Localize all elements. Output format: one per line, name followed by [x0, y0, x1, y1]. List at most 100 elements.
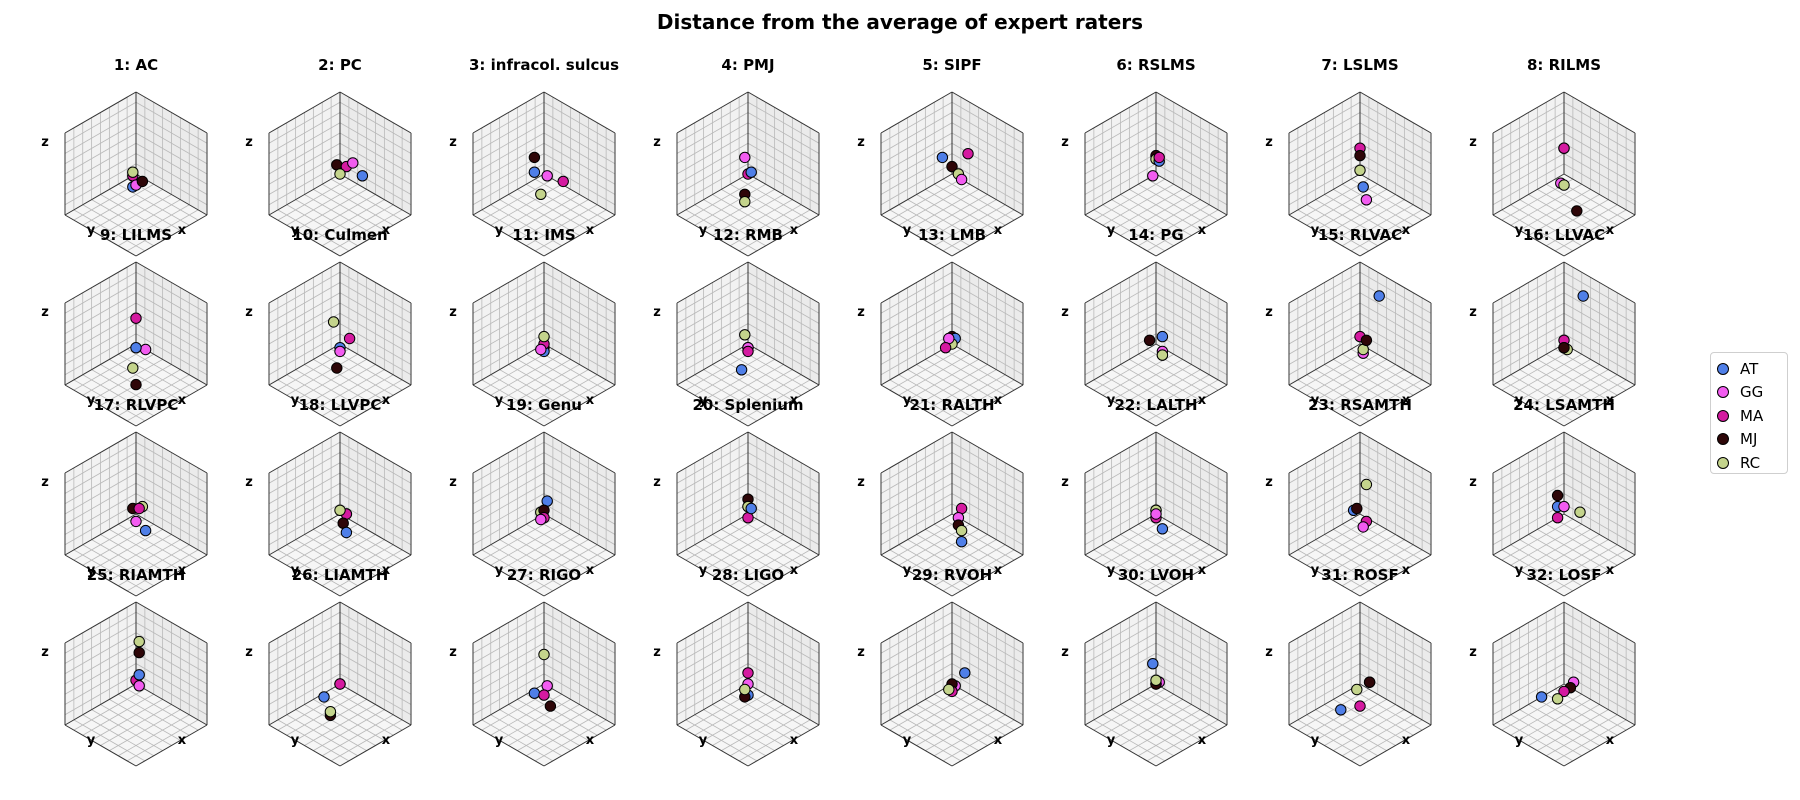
- data-point-at: [955, 536, 968, 548]
- data-point-mj: [1143, 334, 1156, 346]
- axis-label-y: y: [87, 733, 96, 748]
- legend-marker: [1717, 456, 1729, 469]
- axes-edges: [1492, 91, 1636, 257]
- data-point-at: [1357, 181, 1369, 193]
- subplot-title: 7: LSLMS: [1321, 56, 1398, 74]
- gridlines: [1084, 437, 1228, 592]
- axes-edges: [1084, 601, 1228, 767]
- subplot-4: 4: PMJ z y x: [653, 56, 820, 257]
- gridlines: [1492, 267, 1636, 422]
- subplot-title: 28: LIGO: [712, 566, 784, 584]
- legend-label: RC: [1740, 453, 1761, 472]
- subplot-3: 3: infracol. sulcus z y x: [449, 56, 619, 257]
- data-point-mj: [331, 362, 343, 374]
- axis-label-x: x: [994, 563, 1003, 578]
- gridlines: [1288, 97, 1432, 252]
- data-point-mj: [1551, 489, 1564, 502]
- data-point-rc: [535, 188, 547, 201]
- subplot-21: 21: RALTH z y x: [857, 396, 1024, 597]
- legend-marker: [1717, 409, 1729, 422]
- data-point-gg: [1147, 170, 1159, 182]
- data-point-mj: [946, 160, 958, 173]
- axis-label-y: y: [1515, 563, 1524, 578]
- legend: AT GG MA MJ RC: [1710, 352, 1788, 474]
- axis-label-z: z: [857, 305, 865, 320]
- axis-label-x: x: [586, 563, 595, 578]
- data-point-at: [735, 364, 748, 376]
- data-point-rc: [1351, 683, 1363, 696]
- axis-label-y: y: [1311, 393, 1320, 408]
- axis-label-x: x: [790, 733, 799, 748]
- data-point-at: [936, 151, 949, 164]
- gridlines: [472, 437, 616, 592]
- data-point-gg: [139, 343, 152, 356]
- data-point-at: [356, 170, 369, 182]
- axis-label-z: z: [653, 305, 661, 320]
- axis-label-y: y: [903, 393, 912, 408]
- axis-label-x: x: [382, 223, 391, 238]
- subplot-title: 31: ROSF: [1321, 566, 1398, 584]
- axis-label-y: y: [903, 563, 912, 578]
- axis-label-y: y: [903, 733, 912, 748]
- axis-label-y: y: [1107, 223, 1116, 238]
- data-point-mj: [1363, 676, 1376, 688]
- subplot-title: 23: RSAMTH: [1308, 396, 1412, 414]
- axis-label-z: z: [1469, 305, 1477, 320]
- data-point-gg: [334, 345, 346, 358]
- axis-label-z: z: [653, 645, 661, 660]
- axis-label-z: z: [41, 475, 49, 490]
- data-point-rc: [739, 683, 751, 696]
- axis-label-z: z: [41, 645, 49, 660]
- data-point-rc: [1156, 349, 1169, 361]
- axis-label-x: x: [994, 393, 1003, 408]
- data-point-rc: [324, 706, 337, 718]
- data-point-rc: [538, 648, 550, 661]
- data-point-ma: [962, 148, 974, 160]
- axis-label-z: z: [1061, 645, 1069, 660]
- data-point-at: [1535, 691, 1548, 703]
- figure-title: Distance from the average of expert rate…: [656, 10, 1144, 34]
- axis-label-x: x: [178, 563, 187, 578]
- gridlines: [1084, 607, 1228, 762]
- data-point-at: [130, 342, 142, 354]
- axis-label-y: y: [291, 563, 300, 578]
- data-point-ma: [538, 689, 550, 701]
- gridlines: [64, 97, 208, 252]
- subplot-title: 3: infracol. sulcus: [469, 56, 619, 74]
- axis-label-y: y: [495, 393, 504, 408]
- axis-label-y: y: [87, 563, 96, 578]
- data-point-at: [528, 166, 541, 178]
- axis-label-z: z: [1469, 645, 1477, 660]
- data-point-rc: [1150, 674, 1162, 686]
- subplot-title: 26: LIAMTH: [292, 566, 389, 584]
- subplot-title: 12: RMB: [713, 226, 783, 244]
- axes-edges: [880, 261, 1024, 427]
- subplot-18: 18: LLVPC z y x: [245, 396, 412, 597]
- axes-edges: [676, 431, 820, 597]
- subplot-title: 18: LLVPC: [299, 396, 382, 414]
- axis-label-z: z: [449, 475, 457, 490]
- axis-label-y: y: [1311, 733, 1320, 748]
- data-point-mj: [528, 151, 541, 164]
- gridlines: [1492, 97, 1636, 252]
- data-point-ma: [742, 667, 754, 679]
- gridlines: [880, 437, 1024, 592]
- subplot-28: 28: LIGO z y x: [653, 566, 820, 767]
- data-point-rc: [334, 504, 346, 516]
- axis-label-x: x: [382, 393, 391, 408]
- subplot-19: 19: Genu z y x: [449, 396, 616, 597]
- gridlines: [880, 97, 1024, 252]
- subplot-title: 21: RALTH: [909, 396, 994, 414]
- legend-marker: [1717, 386, 1729, 399]
- axis-label-z: z: [41, 305, 49, 320]
- subplot-14: 14: PG z y x: [1061, 226, 1228, 427]
- data-point-at: [340, 526, 353, 539]
- axis-label-z: z: [449, 135, 457, 150]
- data-point-rc: [1354, 164, 1366, 177]
- axis-label-y: y: [495, 223, 504, 238]
- data-point-at: [745, 166, 757, 178]
- data-point-rc: [739, 329, 751, 341]
- axis-label-x: x: [1606, 733, 1615, 748]
- axis-label-x: x: [1402, 223, 1411, 238]
- axis-label-y: y: [1311, 223, 1320, 238]
